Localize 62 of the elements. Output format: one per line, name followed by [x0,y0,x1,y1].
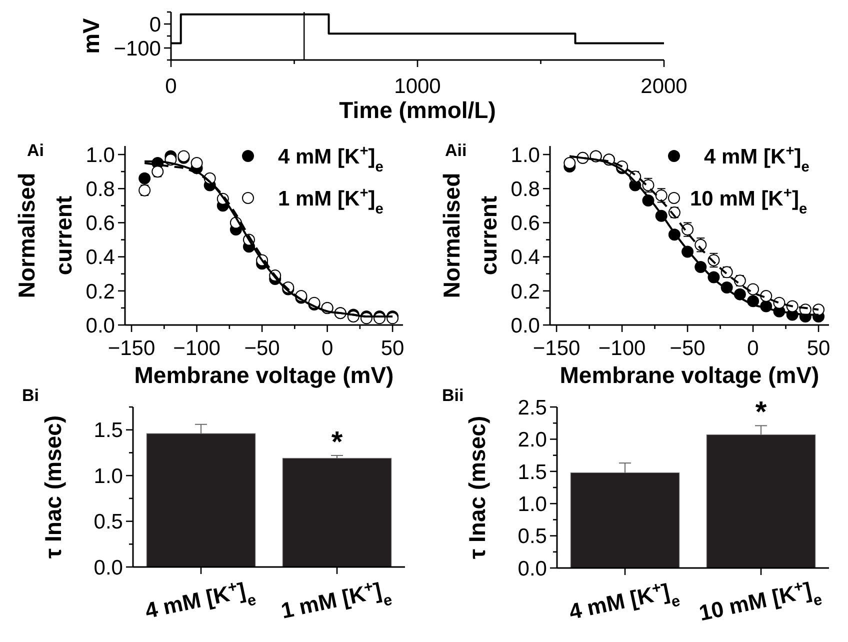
x-tick-label: −50 [244,337,280,360]
y-tick-label: 0.4 [510,246,540,270]
x-tick-label: 10 mM [K$^{+}$]$_{e}$ [696,577,824,626]
annotation: * [331,426,344,458]
y-axis-title: mV [78,17,104,54]
y-axis-title: Normalised current [438,172,502,298]
legend-label: 10 mM [K$^{+}$]$_{e}$ [690,185,808,218]
x-tick-label: 4 mM [K$^{+}$]$_{e}$ [566,578,682,624]
x-tick-label: 1000 [394,75,441,98]
x-tick-label: 2000 [640,75,688,98]
x-axis-title: Membrane voltage (mV) [560,362,820,388]
chart-title: Bii [442,386,464,405]
x-tick-label: 50 [806,337,830,360]
x-tick-label: −100 [173,337,220,360]
y-tick-label: 0.8 [86,178,115,201]
y-tick-label: 0.0 [94,556,123,580]
x-axis-title: Membrane voltage (mV) [134,362,394,388]
y-tick-label: 0.0 [518,557,547,580]
point [190,157,203,170]
y-axis-title: τ Inac (msec) [464,416,490,560]
y-tick-label: 1.5 [94,419,123,442]
x-tick-label: 0 [747,337,759,360]
x-tick-label: −50 [670,337,706,360]
y-tick-label: 0.4 [86,246,116,270]
x-tick-label: 0 [321,337,334,360]
y-axis-title: Normalised current [14,172,77,298]
y-tick-label: 1.0 [94,464,123,488]
y-tick-label: 1.0 [518,492,547,516]
y-tick-label: 0.6 [86,212,115,236]
point [138,172,151,184]
y-tick-label: 0.6 [510,212,540,236]
point [564,157,576,170]
y-tick-label: 0.5 [94,510,123,534]
chart-title: Aii [445,141,467,160]
x-tick-label: 50 [380,337,404,360]
x-tick-label: −150 [532,337,580,360]
chart-title: Ai [27,141,44,160]
y-axis-title: τ Inac (msec) [40,415,66,559]
x-tick-label: 0 [165,75,177,98]
x-tick-label: 1 mM [K$^{+}$]$_{e}$ [278,578,394,624]
y-tick-label: 2.5 [518,396,547,420]
legend-label: 4 mM [K$^{+}$]$_{e}$ [278,143,384,176]
x-tick-label: −100 [598,337,646,360]
y-tick-label: 0.0 [510,314,540,338]
x-axis-title: Time (mmol/L) [339,97,496,123]
y-tick-label: 1.5 [518,460,547,484]
y-tick-label: 0.2 [510,280,540,304]
point [747,283,760,296]
y-tick-label: 0.0 [86,314,115,338]
legend-label: 1 mM [K$^{+}$]$_{e}$ [278,185,384,218]
y-tick-label: 0.2 [86,280,115,304]
y-tick-label: 0.8 [510,178,540,201]
chart-title: Bi [22,386,39,405]
y-tick-label: 1.0 [86,144,115,167]
legend-label: 4 mM [K$^{+}$]$_{e}$ [704,143,810,176]
x-tick-label: −150 [108,337,156,360]
y-tick-label: 0.5 [518,525,547,548]
x-tick-label: 4 mM [K$^{+}$]$_{e}$ [142,578,258,624]
point [760,290,772,302]
annotation: * [755,396,768,429]
y-tick-label: 2.0 [518,428,547,452]
y-tick-label: 1.0 [510,144,540,167]
